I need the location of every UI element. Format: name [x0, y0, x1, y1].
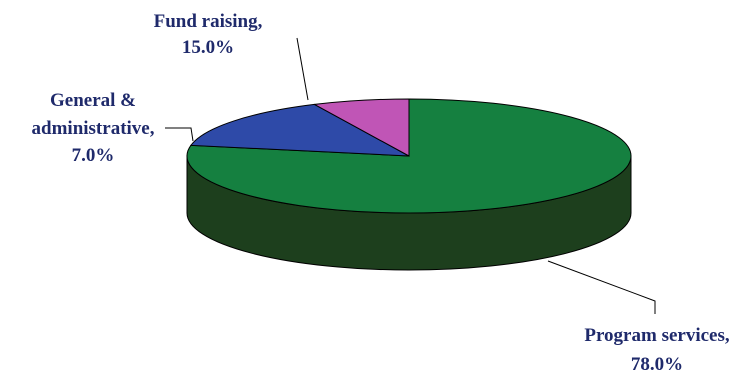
leader-fund-raising — [296, 37, 309, 101]
label-fund-raising-name: Fund raising, — [154, 11, 263, 32]
label-fund-raising-value: 15.0% — [182, 37, 234, 58]
label-general-admin-name-1: General & — [50, 90, 136, 111]
label-general-admin-value: 7.0% — [72, 145, 115, 166]
label-program-services-name: Program services, — [584, 325, 730, 346]
label-general-admin-name-2: administrative, — [32, 118, 155, 139]
label-program-services-value: 78.0% — [631, 354, 683, 375]
leader-lines — [165, 37, 656, 314]
pie-slice-general-and-administrative — [312, 98, 410, 157]
pie-slices — [186, 98, 632, 214]
pie-slice-fund-raising — [189, 103, 410, 157]
leader-program-services — [547, 260, 656, 314]
leader-general-admin — [165, 127, 194, 142]
